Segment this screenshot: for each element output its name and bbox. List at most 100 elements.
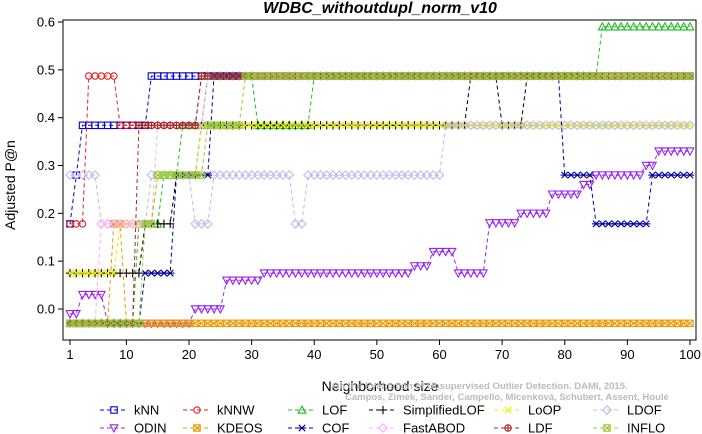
point-loop — [285, 121, 293, 129]
point-knnw — [78, 220, 87, 228]
point-odin — [447, 247, 457, 257]
point-odin — [221, 276, 232, 286]
legend-item-fastabod: FastABOD — [369, 421, 465, 434]
point-lof — [635, 21, 645, 31]
point-inflo — [410, 72, 419, 80]
point-odin — [528, 209, 539, 219]
point-odin — [422, 262, 432, 272]
point-ldf — [191, 121, 200, 130]
point-odin — [359, 269, 370, 279]
point-ldf — [141, 121, 149, 130]
point-odin — [334, 269, 345, 279]
point-odin — [516, 209, 526, 219]
point-loop — [429, 121, 437, 129]
legend-item-loop: LoOP — [494, 403, 561, 418]
point-odin — [541, 209, 551, 219]
point-ldf — [210, 72, 218, 80]
point-odin — [259, 269, 269, 279]
y-tick-label: 0.3 — [37, 158, 55, 173]
x-tick-label: 80 — [558, 347, 572, 362]
point-odin — [390, 269, 401, 279]
point-odin — [534, 209, 545, 219]
point-loop — [103, 269, 112, 277]
legend-label-cof: COF — [322, 421, 350, 434]
legend-label-inflo: INFLO — [627, 421, 665, 434]
x-tick-label: 60 — [432, 347, 446, 362]
point-odin — [265, 269, 276, 279]
legend-item-kdeos: KDEOS — [183, 421, 263, 434]
point-odin — [635, 171, 645, 181]
legend-label-knn: kNN — [134, 403, 159, 418]
point-cof — [585, 171, 594, 179]
legend-label-odin: ODIN — [134, 421, 167, 434]
point-inflo — [197, 171, 206, 179]
point-odin — [65, 310, 75, 319]
point-ldf — [153, 121, 162, 130]
point-lof — [647, 21, 658, 31]
point-odin — [679, 147, 689, 157]
point-ldf — [172, 121, 181, 130]
series-line-knnw — [70, 75, 690, 225]
plot-frame — [62, 19, 697, 341]
point-odin — [553, 190, 564, 200]
point-odin — [666, 147, 676, 157]
point-loop — [435, 121, 444, 129]
x-tick-label: 70 — [495, 347, 509, 362]
point-loop — [341, 121, 350, 129]
legend-item-lof: LOF — [288, 403, 347, 418]
point-lof — [679, 21, 689, 31]
point-odin — [503, 219, 514, 229]
legend-item-knnw: kNNW — [183, 403, 255, 418]
point-lof — [672, 21, 683, 31]
series-fastabod — [65, 71, 695, 329]
x-tick-label: 50 — [370, 347, 384, 362]
series-inflo — [66, 72, 694, 328]
point-odin — [472, 269, 482, 279]
legend-label-ldof: LDOF — [627, 403, 662, 418]
point-ldf — [166, 121, 174, 130]
point-odin — [209, 305, 219, 315]
point-odin — [478, 269, 489, 279]
series-line-cof — [70, 75, 690, 324]
point-loop — [398, 121, 406, 129]
point-loop — [316, 121, 325, 129]
point-loop — [85, 269, 93, 277]
point-simplifiedlof — [166, 219, 175, 229]
legend-marker-lof — [297, 404, 307, 414]
point-odin — [303, 269, 313, 279]
point-loop — [379, 121, 387, 129]
legend-label-fastabod: FastABOD — [403, 421, 465, 434]
point-odin — [497, 219, 507, 229]
legend-label-kdeos: KDEOS — [217, 421, 263, 434]
point-loop — [304, 121, 312, 129]
point-odin — [672, 147, 683, 157]
point-kdeos — [686, 319, 694, 328]
chart-title: WDBC_withoutdupl_norm_v10 — [263, 0, 497, 17]
series-knn — [66, 72, 694, 228]
point-odin — [610, 171, 620, 181]
point-ldf — [160, 121, 168, 130]
point-odin — [228, 276, 238, 286]
point-loop — [248, 121, 256, 129]
point-loop — [291, 121, 300, 129]
point-odin — [428, 247, 438, 257]
point-inflo — [147, 220, 156, 228]
point-odin — [491, 219, 501, 229]
point-loop — [392, 121, 400, 129]
point-odin — [284, 269, 294, 279]
point-odin — [578, 180, 589, 190]
point-odin — [253, 276, 263, 286]
legend-item-knn: kNN — [100, 403, 159, 418]
legend-label-simplifiedlof: SimplifiedLOF — [403, 403, 485, 418]
point-odin — [566, 190, 576, 200]
series-layer — [65, 21, 695, 329]
point-odin — [190, 305, 200, 315]
credit-line-1: On the Evaluation of Unsupervised Outlie… — [332, 381, 628, 392]
y-tick-label: 0.0 — [37, 302, 55, 317]
point-odin — [572, 190, 582, 200]
point-odin — [90, 290, 100, 300]
series-line-knn — [69, 75, 690, 224]
point-kdeos — [442, 319, 450, 328]
series-knnw — [66, 72, 694, 228]
point-loop — [298, 121, 306, 129]
